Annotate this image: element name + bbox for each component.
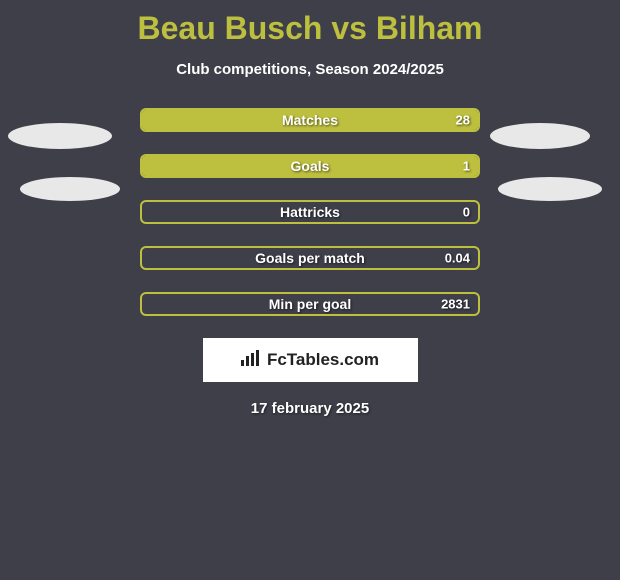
bar-label: Goals per match [255,250,365,266]
stat-bar: Matches 28 [140,108,480,132]
stat-bar: Goals per match 0.04 [140,246,480,270]
bar-value-right: 0.04 [445,251,470,266]
bar-value-right: 28 [456,113,470,128]
stat-bar: Goals 1 [140,154,480,178]
stat-bar: Hattricks 0 [140,200,480,224]
bars-container: Matches 28 Goals 1 Hattricks 0 Goals per match… [140,108,480,316]
date-text: 17 february 2025 [0,400,620,417]
subtitle: Club competitions, Season 2024/2025 [0,61,620,78]
bar-label: Matches [282,112,338,128]
page-title: Beau Busch vs Bilham [0,0,620,47]
bar-label: Min per goal [269,296,351,312]
bar-label: Hattricks [280,204,340,220]
decorative-ellipse [20,177,120,201]
stat-bar: Min per goal 2831 [140,292,480,316]
decorative-ellipse [490,123,590,149]
logo-text: FcTables.com [267,350,379,370]
comparison-chart: Matches 28 Goals 1 Hattricks 0 Goals per match… [0,108,620,316]
bar-value-right: 2831 [441,297,470,312]
bar-value-right: 1 [463,159,470,174]
chart-icon [241,350,261,371]
decorative-ellipse [8,123,112,149]
source-logo: FcTables.com [203,338,418,382]
bar-value-right: 0 [463,205,470,220]
decorative-ellipse [498,177,602,201]
bar-label: Goals [291,158,330,174]
